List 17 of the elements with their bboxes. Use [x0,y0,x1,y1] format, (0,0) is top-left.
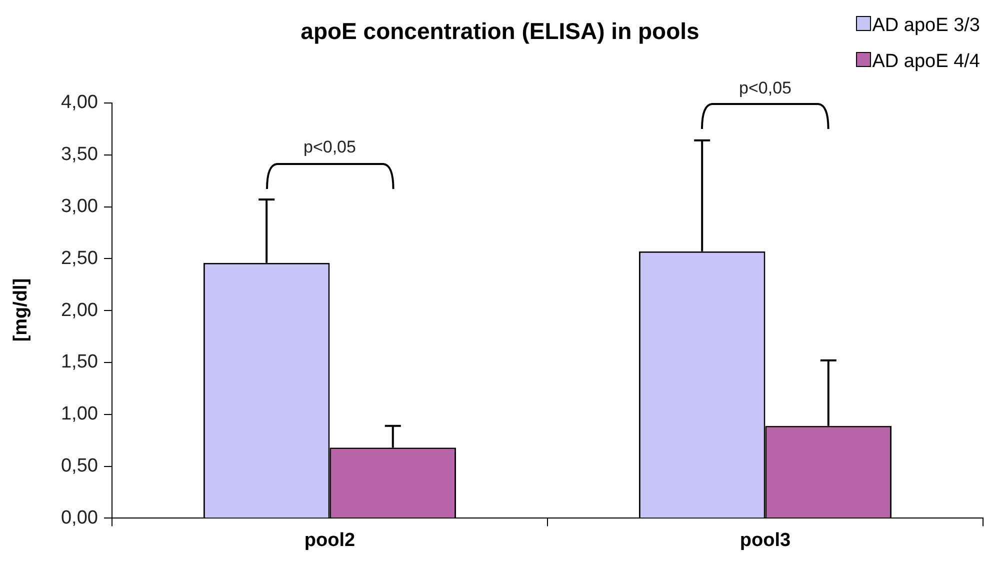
y-tick-label: 1,50 [60,352,98,373]
legend-label: AD apoE 4/4 [871,50,980,74]
x-tick-label: pool2 [304,530,356,551]
y-tick-label: 4,00 [60,92,98,114]
y-tick-label: 3,50 [60,144,98,166]
text: p<0,05 [739,78,792,98]
y-tick-label: 1,00 [60,404,98,425]
y-tick-label: 2,00 [60,300,98,321]
legend-label: AD apoE 3/3 [871,14,980,38]
x-tick-label: pool3 [740,530,791,551]
annotation: p<0,05 [303,138,356,157]
chart-title: apoE concentration (ELISA) in pools [300,18,700,45]
y-axis-title: [mg/dl] [11,278,33,342]
y-tick-label: 0,50 [60,456,98,477]
y-tick-label: 2,50 [60,248,98,269]
y-tick-label: 0,00 [60,507,98,528]
y-tick-label: 3,00 [60,196,98,218]
